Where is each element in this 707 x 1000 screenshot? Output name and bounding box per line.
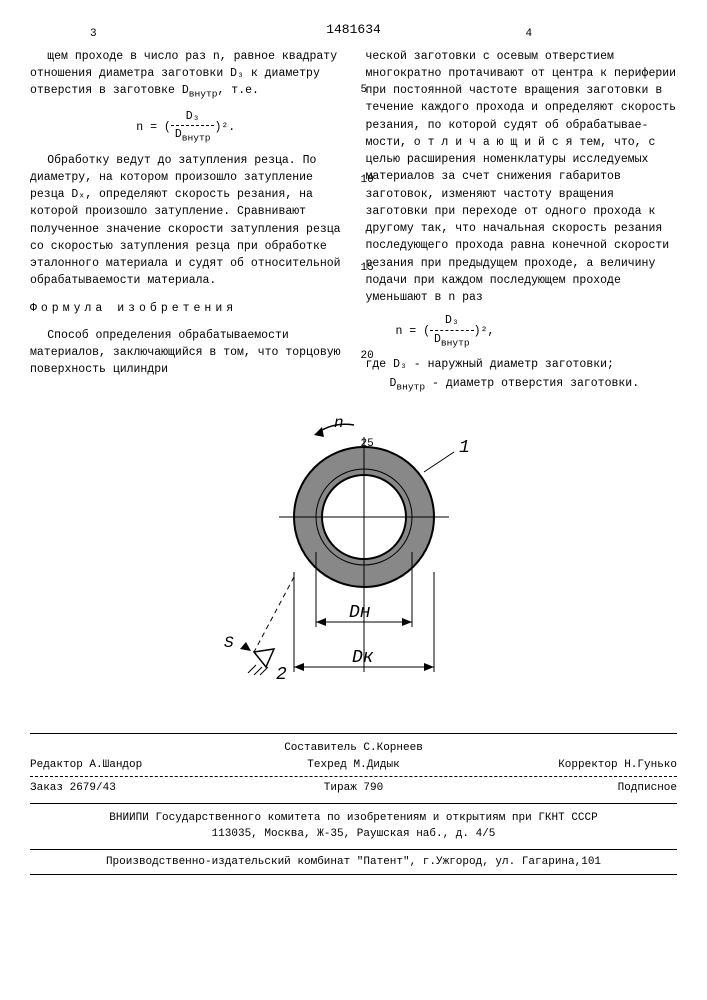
label-1: 1 — [459, 438, 470, 458]
formula-den-sub: внутр — [182, 132, 211, 143]
line-number: 10 — [361, 172, 374, 189]
s-label: S — [224, 634, 234, 652]
formula-paren-close: )², — [474, 325, 495, 338]
where-dvn: Dвнутр - диаметр отверстия заго­товки. — [366, 375, 678, 395]
left-page-number: 3 — [90, 26, 97, 43]
techred: Техред М.Дидык — [246, 757, 462, 774]
order-no: Заказ 2679/43 — [30, 780, 246, 797]
tool-path — [254, 577, 294, 652]
formula-paren: n = ( — [396, 325, 431, 338]
line-number: 5 — [361, 82, 368, 99]
formula-den: D — [434, 333, 441, 346]
text: , т.е. — [217, 84, 258, 97]
line-number: 20 — [361, 348, 374, 365]
arrowhead-icon — [316, 618, 326, 626]
dn-label: Dн — [349, 603, 371, 623]
line-number: 25 — [361, 436, 374, 453]
formula-num: D₃ — [186, 110, 200, 123]
formula-paren-close: )². — [214, 121, 235, 134]
left-paragraph-1: щем проходе в число раз n, равное квадра… — [30, 48, 342, 102]
formula-paren: n = ( — [136, 121, 171, 134]
colophon-top: Составитель С.Корнеев Редактор А.Шандор … — [30, 733, 677, 804]
formula-2: n = ( D₃ Dвнутр )², — [366, 312, 678, 350]
left-paragraph-2: Обработку ведут до затупления рез­ца. По… — [30, 152, 342, 290]
text: щем проходе в число раз n, равное квадра… — [30, 50, 337, 98]
page: 1481634 3 щем проходе в число раз n, рав… — [0, 0, 707, 703]
where-d3: где D₃ - наружный диаметр заготовки; — [366, 356, 678, 373]
arrowhead-icon — [314, 427, 324, 437]
line-number: 15 — [361, 260, 374, 277]
text-columns: 3 щем проходе в число раз n, равное квад… — [30, 48, 677, 398]
colophon-mid: ВНИИПИ Государственного комитета по изоб… — [30, 804, 677, 850]
cutting-tool — [254, 649, 274, 667]
formula-den: D — [175, 128, 182, 141]
text: - диаметр отверстия заго­товки. — [425, 377, 639, 390]
subscript: внутр — [396, 382, 425, 393]
figure: n 1 Dн Dк — [30, 417, 677, 703]
formula-num: D₃ — [445, 314, 459, 327]
formula-1: n = ( D₃ Dвнутр)². — [30, 108, 342, 146]
editor: Редактор А.Шандор — [30, 757, 246, 774]
right-column: 4 5 10 15 20 25 ческой заготовки с осевы… — [366, 48, 678, 398]
colophon-bottom: Производственно-издательский комбинат "П… — [30, 854, 677, 876]
compiler: Составитель С.Корнеев — [246, 740, 462, 757]
left-paragraph-3: Способ определения обрабатываемос­ти мат… — [30, 327, 342, 379]
arrowhead-icon — [240, 642, 251, 651]
formula-den-sub: внутр — [441, 337, 470, 348]
tiraj: Тираж 790 — [246, 780, 462, 797]
dk-label: Dк — [352, 648, 374, 668]
arrowhead-icon — [294, 663, 304, 671]
arrowhead-icon — [424, 663, 434, 671]
right-page-number: 4 — [526, 26, 533, 43]
doc-number: 1481634 — [30, 20, 677, 40]
hatch — [248, 665, 256, 673]
arrowhead-icon — [402, 618, 412, 626]
subscript: внутр — [189, 88, 218, 99]
left-column: 3 щем проходе в число раз n, равное квад… — [30, 48, 342, 398]
n-label: n — [334, 417, 344, 432]
label-2: 2 — [276, 665, 287, 685]
corrector: Корректор Н.Гунько — [461, 757, 677, 774]
leader-1 — [424, 452, 454, 472]
formula-heading: Формула изобретения — [30, 300, 342, 317]
diagram-svg: n 1 Dн Dк — [204, 417, 504, 697]
right-paragraph-1: ческой заготовки с осевым отверсти­ем мн… — [366, 48, 678, 307]
signed: Подписное — [461, 780, 677, 797]
